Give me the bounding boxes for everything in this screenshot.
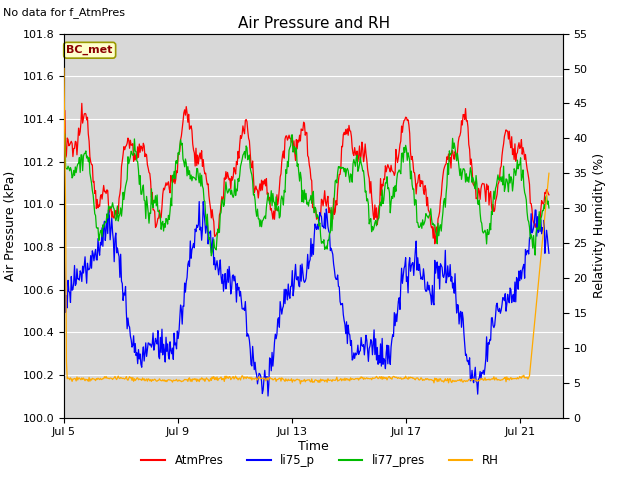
Y-axis label: Air Pressure (kPa): Air Pressure (kPa) (4, 170, 17, 281)
X-axis label: Time: Time (298, 440, 329, 453)
Text: No data for f_AtmPres: No data for f_AtmPres (3, 7, 125, 18)
Title: Air Pressure and RH: Air Pressure and RH (237, 16, 390, 31)
Text: BC_met: BC_met (67, 45, 113, 55)
Legend: AtmPres, li75_p, li77_pres, RH: AtmPres, li75_p, li77_pres, RH (137, 449, 503, 472)
Y-axis label: Relativity Humidity (%): Relativity Humidity (%) (593, 153, 606, 298)
